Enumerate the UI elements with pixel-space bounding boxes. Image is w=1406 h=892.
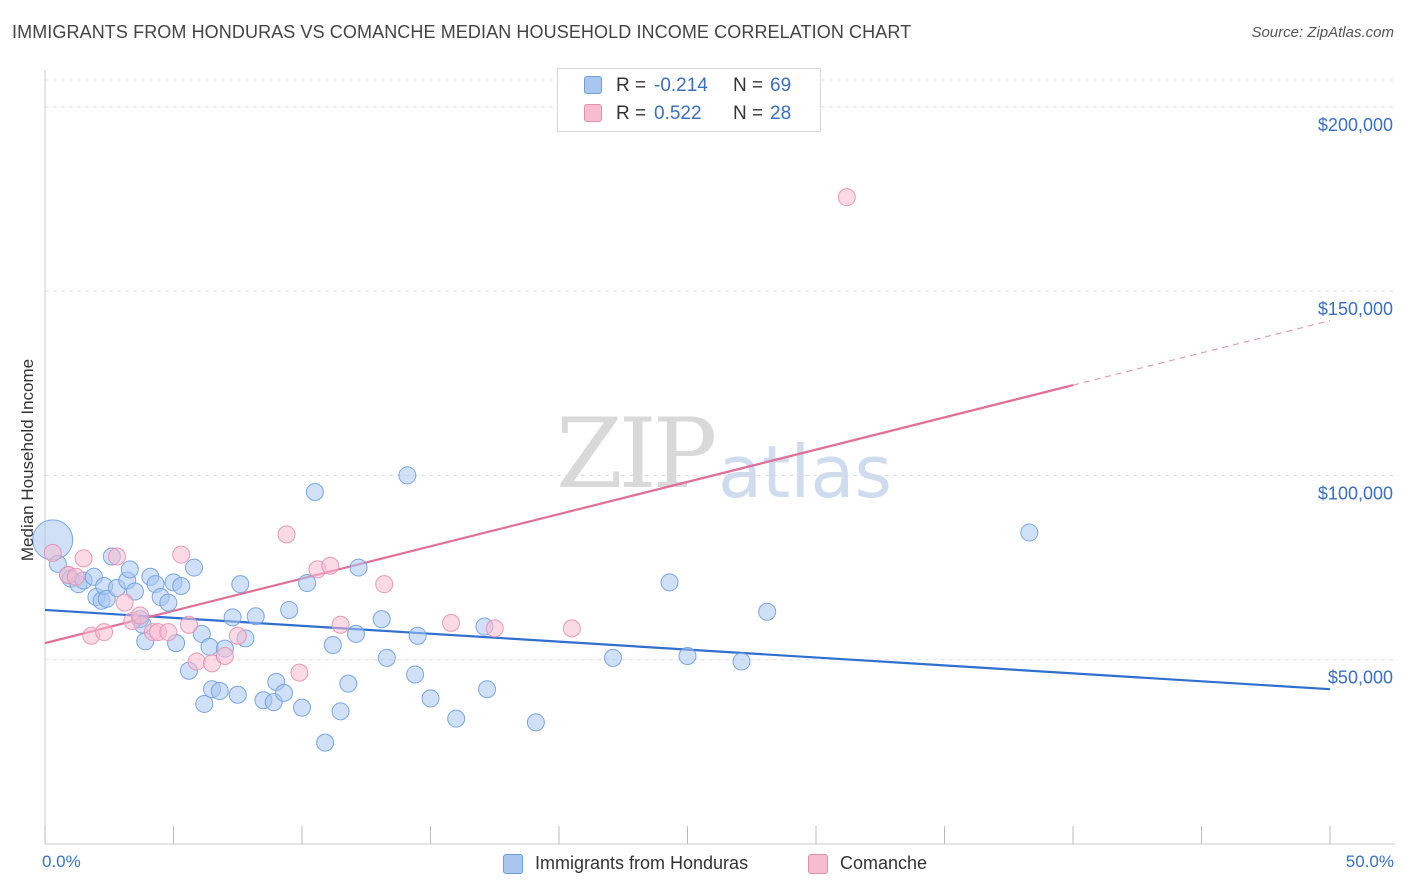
honduras-point xyxy=(408,626,427,645)
comanche-point xyxy=(131,606,150,625)
comanche-point xyxy=(74,549,93,568)
honduras-point xyxy=(120,560,139,579)
comanche-trend-line xyxy=(44,384,1074,645)
comanche-point xyxy=(837,188,856,207)
honduras-point xyxy=(293,698,311,717)
honduras-point xyxy=(447,709,466,728)
honduras-point xyxy=(97,589,116,608)
r-label: R = xyxy=(616,75,647,96)
comanche-point xyxy=(228,626,247,645)
stats-row-honduras: R = -0.214 N = 69 xyxy=(558,73,820,99)
stats-legend: R = -0.214 N = 69 R = 0.522 N = 28 xyxy=(557,68,821,132)
honduras-point xyxy=(406,665,425,684)
comanche-point xyxy=(179,615,198,634)
watermark-zip: ZIP xyxy=(556,398,717,510)
honduras-point xyxy=(732,652,751,671)
r-value: -0.214 xyxy=(654,75,708,96)
y-tick-label: $50,000 xyxy=(1328,668,1393,688)
x-tick-label-max: 50.0% xyxy=(1345,852,1394,871)
r-label: R = xyxy=(616,103,647,124)
watermark-atlas: atlas xyxy=(718,430,892,514)
honduras-point xyxy=(758,602,777,621)
y-tick-labels: $50,000 $100,000 $150,000 $200,000 xyxy=(1318,115,1393,688)
source-label: Source: ZipAtlas.com xyxy=(1251,24,1394,41)
r-value: 0.522 xyxy=(654,103,702,124)
honduras-point xyxy=(195,694,214,713)
honduras-point xyxy=(372,610,391,629)
axes xyxy=(44,70,1395,845)
comanche-point xyxy=(290,663,309,682)
honduras-point xyxy=(275,683,294,702)
honduras-swatch xyxy=(584,76,602,94)
honduras-point xyxy=(210,682,229,701)
comanche-trend-extension xyxy=(1072,320,1331,386)
comanche-point xyxy=(172,545,191,564)
honduras-point xyxy=(185,558,204,577)
honduras-point xyxy=(1020,523,1039,542)
comanche-point xyxy=(321,556,340,575)
comanche-point xyxy=(331,615,350,634)
n-label: N = xyxy=(733,103,764,124)
n-value: 69 xyxy=(770,75,792,96)
honduras-point xyxy=(231,575,250,594)
y-tick-label: $100,000 xyxy=(1318,483,1393,503)
comanche-point xyxy=(159,623,178,642)
honduras-point xyxy=(172,577,191,595)
honduras-point xyxy=(223,608,242,627)
honduras-point xyxy=(678,647,697,666)
honduras-point xyxy=(349,558,368,577)
comanche-point xyxy=(485,619,504,638)
comanche-point xyxy=(66,567,85,586)
chart-title: IMMIGRANTS FROM HONDURAS VS COMANCHE MED… xyxy=(12,22,912,42)
honduras-point xyxy=(125,582,144,601)
honduras-point xyxy=(305,483,324,502)
honduras-point xyxy=(316,733,335,752)
honduras-point xyxy=(331,702,350,721)
comanche-point xyxy=(107,547,126,566)
honduras-point xyxy=(346,624,365,643)
honduras-point xyxy=(200,637,219,656)
comanche-point xyxy=(442,613,461,632)
gridlines xyxy=(45,79,1395,661)
comanche-point xyxy=(187,652,206,671)
y-tick-label: $200,000 xyxy=(1318,115,1393,135)
honduras-point xyxy=(280,600,299,619)
legend-label: Immigrants from Honduras xyxy=(535,853,749,873)
n-value: 28 xyxy=(770,103,792,124)
honduras-point xyxy=(398,466,417,485)
comanche-point xyxy=(215,647,234,666)
x-tick-label-min: 0.0% xyxy=(42,852,81,871)
honduras-point xyxy=(298,574,317,593)
comanche-point xyxy=(277,525,296,544)
stats-row-comanche: R = 0.522 N = 28 xyxy=(558,101,820,127)
honduras-point xyxy=(526,713,545,732)
comanche-point xyxy=(95,623,114,642)
honduras-point xyxy=(339,674,358,693)
comanche-point xyxy=(115,593,134,612)
honduras-legend-swatch xyxy=(503,854,523,874)
honduras-point xyxy=(377,648,396,667)
honduras-point xyxy=(228,685,247,704)
comanche-point xyxy=(562,619,581,638)
honduras-point xyxy=(603,648,622,667)
comanche-legend-swatch xyxy=(808,854,828,874)
y-tick-label: $150,000 xyxy=(1318,299,1393,319)
honduras-point xyxy=(421,689,440,708)
y-axis-title: Median Household Income xyxy=(18,358,37,562)
honduras-point xyxy=(159,593,178,612)
data-points xyxy=(32,188,1039,752)
honduras-point xyxy=(323,635,342,654)
comanche-swatch xyxy=(584,104,602,122)
honduras-point xyxy=(660,573,679,592)
honduras-point xyxy=(246,607,265,626)
comanche-point xyxy=(43,543,62,562)
comanche-point xyxy=(375,575,394,594)
honduras-point xyxy=(478,680,497,699)
n-label: N = xyxy=(733,75,764,96)
legend-label: Comanche xyxy=(840,853,928,873)
